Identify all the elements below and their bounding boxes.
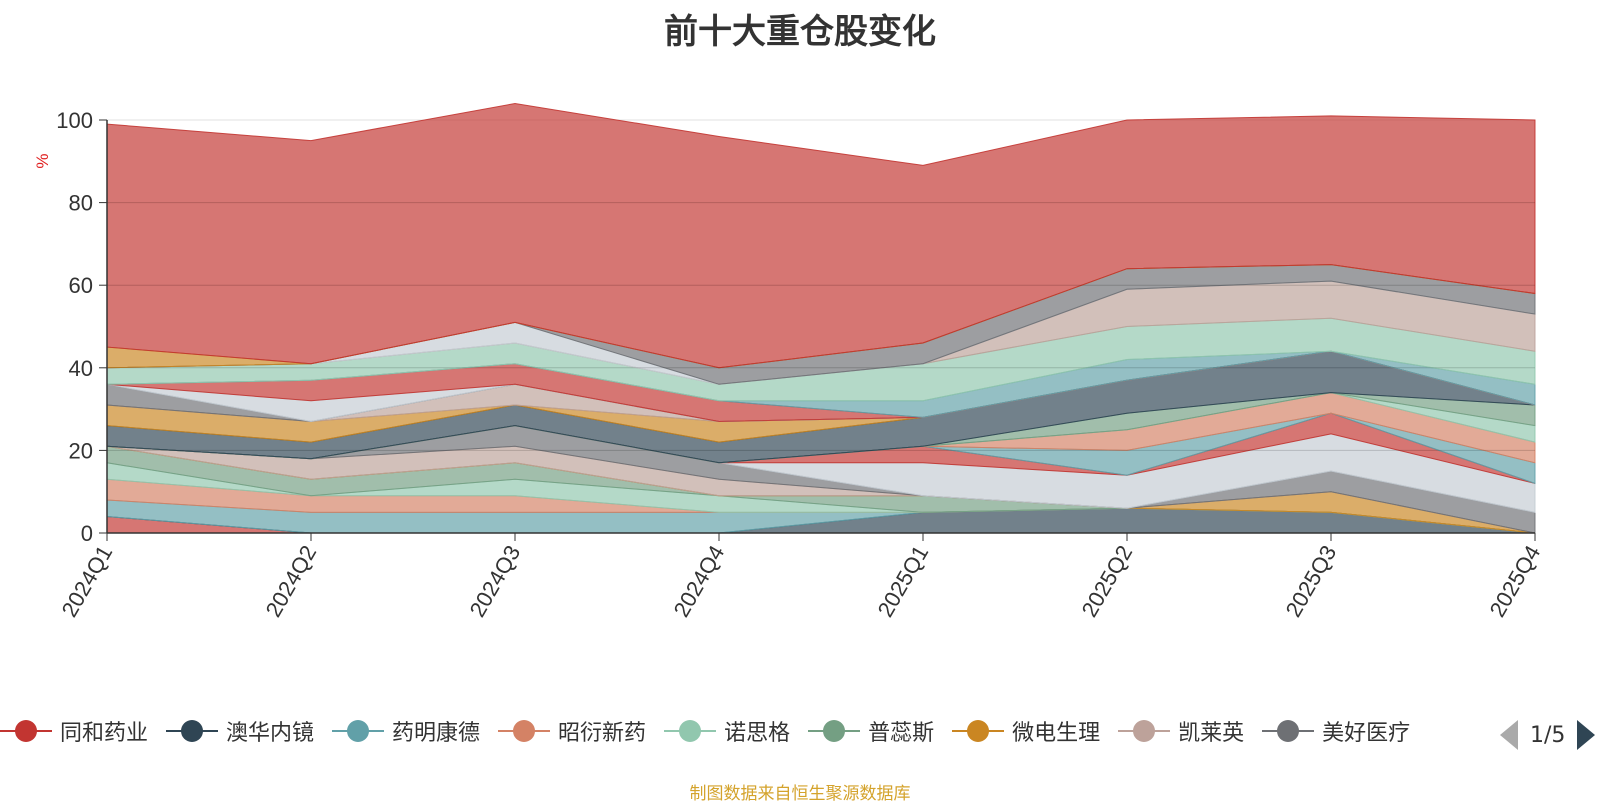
legend-marker-icon	[498, 719, 551, 743]
legend-marker-icon	[166, 719, 219, 743]
x-tick-label: 2025Q3	[1281, 541, 1342, 621]
x-tick-label: 2024Q1	[57, 541, 118, 621]
legend-label: 普蕊斯	[868, 721, 935, 746]
x-tick-label: 2025Q4	[1485, 541, 1546, 621]
legend-label: 美好医疗	[1322, 721, 1411, 746]
area-series	[106, 102, 1536, 534]
x-tick-label: 2024Q3	[465, 541, 526, 621]
legend-marker-icon	[952, 719, 1005, 743]
y-tick-label: 100	[56, 108, 93, 133]
legend-next-arrow-icon[interactable]	[1577, 720, 1596, 750]
legend: 同和药业 澳华内镜 药明康德 昭衍新药 诺思格 普蕊斯 微电生理 凯莱英 美好医疗	[0, 715, 1480, 755]
legend-item[interactable]: 凯莱英	[1118, 715, 1244, 747]
legend-label: 凯莱英	[1178, 721, 1245, 746]
legend-item[interactable]: 美好医疗	[1262, 715, 1410, 747]
legend-marker-icon	[1118, 719, 1171, 743]
legend-page-indicator: 1/5	[1530, 722, 1566, 748]
y-tick-label: 40	[69, 356, 93, 381]
legend-label: 药明康德	[392, 721, 481, 746]
legend-label: 微电生理	[1012, 721, 1101, 746]
legend-label: 澳华内镜	[226, 721, 315, 746]
y-tick-label: 20	[69, 438, 93, 463]
legend-item[interactable]: 澳华内镜	[166, 715, 314, 747]
legend-marker-icon	[0, 719, 52, 743]
legend-marker-icon	[332, 719, 385, 743]
y-tick-labels: 0 20 40 60 80 100	[56, 108, 107, 546]
area-series-28	[106, 102, 1536, 369]
legend-item[interactable]: 昭衍新药	[498, 715, 646, 747]
y-axis-label: %	[33, 153, 52, 168]
legend-label: 昭衍新药	[558, 721, 647, 746]
x-tick-label: 2025Q2	[1077, 541, 1138, 621]
source-note: 制图数据来自恒生聚源数据库	[689, 784, 911, 804]
legend-pager: 1/5	[1500, 718, 1596, 752]
axes	[106, 120, 1535, 534]
legend-item[interactable]: 药明康德	[332, 715, 480, 747]
y-tick-label: 0	[81, 521, 93, 546]
legend-marker-icon	[1262, 719, 1315, 743]
x-tick-label: 2024Q4	[669, 541, 730, 621]
x-tick-label: 2025Q1	[873, 541, 934, 621]
legend-prev-arrow-icon[interactable]	[1500, 720, 1518, 750]
legend-label: 诺思格	[724, 721, 791, 746]
legend-item[interactable]: 普蕊斯	[808, 715, 934, 747]
legend-label: 同和药业	[60, 721, 149, 746]
y-tick-label: 60	[69, 273, 93, 298]
chart-title: 前十大重仓股变化	[664, 12, 936, 52]
x-tick-labels: 2024Q1 2024Q2 2024Q3 2024Q4 2025Q1 2025Q2 2025…	[57, 533, 1546, 621]
legend-item[interactable]: 诺思格	[664, 715, 790, 747]
y-tick-label: 80	[69, 191, 93, 216]
legend-marker-icon	[808, 719, 861, 743]
x-tick-label: 2024Q2	[261, 541, 322, 621]
legend-marker-icon	[664, 719, 717, 743]
legend-item[interactable]: 微电生理	[952, 715, 1100, 747]
legend-item[interactable]: 同和药业	[0, 715, 148, 747]
